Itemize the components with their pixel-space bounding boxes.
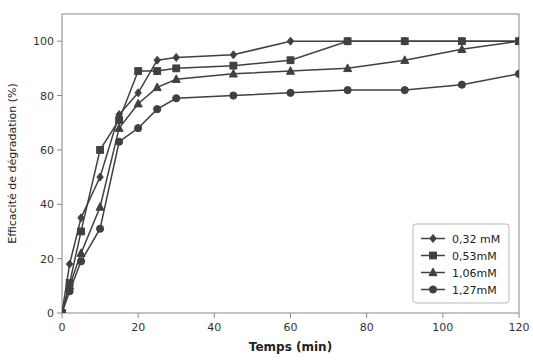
legend-label: 0,32 mM xyxy=(452,233,500,246)
point xyxy=(134,99,142,107)
point xyxy=(135,89,141,97)
point xyxy=(344,64,352,72)
point xyxy=(344,87,351,94)
point xyxy=(516,37,519,45)
series xyxy=(62,38,519,313)
point xyxy=(458,81,465,88)
point xyxy=(154,68,161,75)
point xyxy=(153,83,161,91)
point xyxy=(401,38,408,45)
series-line xyxy=(62,74,519,313)
y-tick-label: 0 xyxy=(47,307,54,320)
y-tick-label: 60 xyxy=(40,144,54,157)
point xyxy=(62,310,65,313)
point xyxy=(66,260,72,268)
point xyxy=(154,106,161,113)
point xyxy=(401,87,408,94)
x-tick-label: 80 xyxy=(360,321,374,334)
x-axis-label: Temps (min) xyxy=(249,340,332,354)
point xyxy=(229,69,237,77)
point xyxy=(66,288,73,295)
x-tick-label: 40 xyxy=(207,321,221,334)
legend-marker xyxy=(429,286,436,293)
plot-area xyxy=(62,37,519,313)
x-tick-label: 20 xyxy=(131,321,145,334)
series-line xyxy=(62,41,519,313)
point xyxy=(230,62,237,69)
chart: 0 20 40 60 80 100 120 0 20 40 60 80 100 Temps (min) Ef… xyxy=(0,0,533,361)
y-axis-label: Efficacité de dégradation (%) xyxy=(6,83,19,244)
point xyxy=(230,51,236,59)
legend: 0,32 mM 0,53mM 1,06mM 1,27mM xyxy=(413,224,509,303)
y-tick-label: 80 xyxy=(40,90,54,103)
y-tick xyxy=(57,95,62,96)
point xyxy=(287,89,294,96)
y-tick-label: 20 xyxy=(40,253,54,266)
x-tick-label: 60 xyxy=(284,321,298,334)
point xyxy=(96,225,103,232)
legend-box xyxy=(413,224,509,303)
series-line xyxy=(62,41,519,313)
legend-label: 1,06mM xyxy=(452,267,497,280)
legend-label: 0,53mM xyxy=(452,250,497,263)
x-tick-label: 120 xyxy=(509,321,530,334)
series xyxy=(62,70,519,313)
legend-marker xyxy=(429,268,437,276)
point xyxy=(154,56,160,64)
point xyxy=(515,70,519,77)
series xyxy=(62,37,519,313)
point xyxy=(173,53,179,61)
x-tick xyxy=(138,313,139,318)
y-tick xyxy=(57,313,62,314)
point xyxy=(62,309,66,313)
x-tick-label: 100 xyxy=(432,321,453,334)
point xyxy=(287,67,295,75)
point xyxy=(97,147,104,154)
y-tick xyxy=(57,204,62,205)
point xyxy=(135,125,142,132)
point xyxy=(116,138,123,145)
point xyxy=(173,95,180,102)
point xyxy=(344,38,351,45)
x-tick xyxy=(366,313,367,318)
point xyxy=(78,228,85,235)
point xyxy=(287,37,293,45)
point xyxy=(97,173,103,181)
series-line xyxy=(62,41,519,313)
y-tick xyxy=(57,258,62,259)
point xyxy=(458,45,466,53)
point xyxy=(344,37,350,45)
point xyxy=(402,37,408,45)
legend-marker xyxy=(430,252,437,259)
x-tick xyxy=(214,313,215,318)
point xyxy=(173,65,180,72)
point xyxy=(401,56,409,64)
point xyxy=(230,92,237,99)
legend-marker xyxy=(430,235,436,243)
point xyxy=(515,37,519,45)
plot-frame xyxy=(62,14,519,313)
point xyxy=(62,309,65,313)
point xyxy=(96,203,104,211)
y-tick-label: 40 xyxy=(40,198,54,211)
x-tick xyxy=(519,313,520,318)
y-tick xyxy=(57,41,62,42)
point xyxy=(115,124,123,132)
x-tick xyxy=(442,313,443,318)
point xyxy=(458,38,465,45)
x-tick xyxy=(62,313,63,318)
x-tick xyxy=(290,313,291,318)
legend-label: 1,27mM xyxy=(452,284,497,297)
y-tick xyxy=(57,149,62,150)
y-tick-label: 100 xyxy=(33,35,54,48)
point xyxy=(77,258,84,265)
point xyxy=(116,117,123,124)
point xyxy=(287,57,294,64)
point xyxy=(135,68,142,75)
point xyxy=(172,75,180,83)
series xyxy=(62,37,519,313)
x-tick-label: 0 xyxy=(59,321,66,334)
